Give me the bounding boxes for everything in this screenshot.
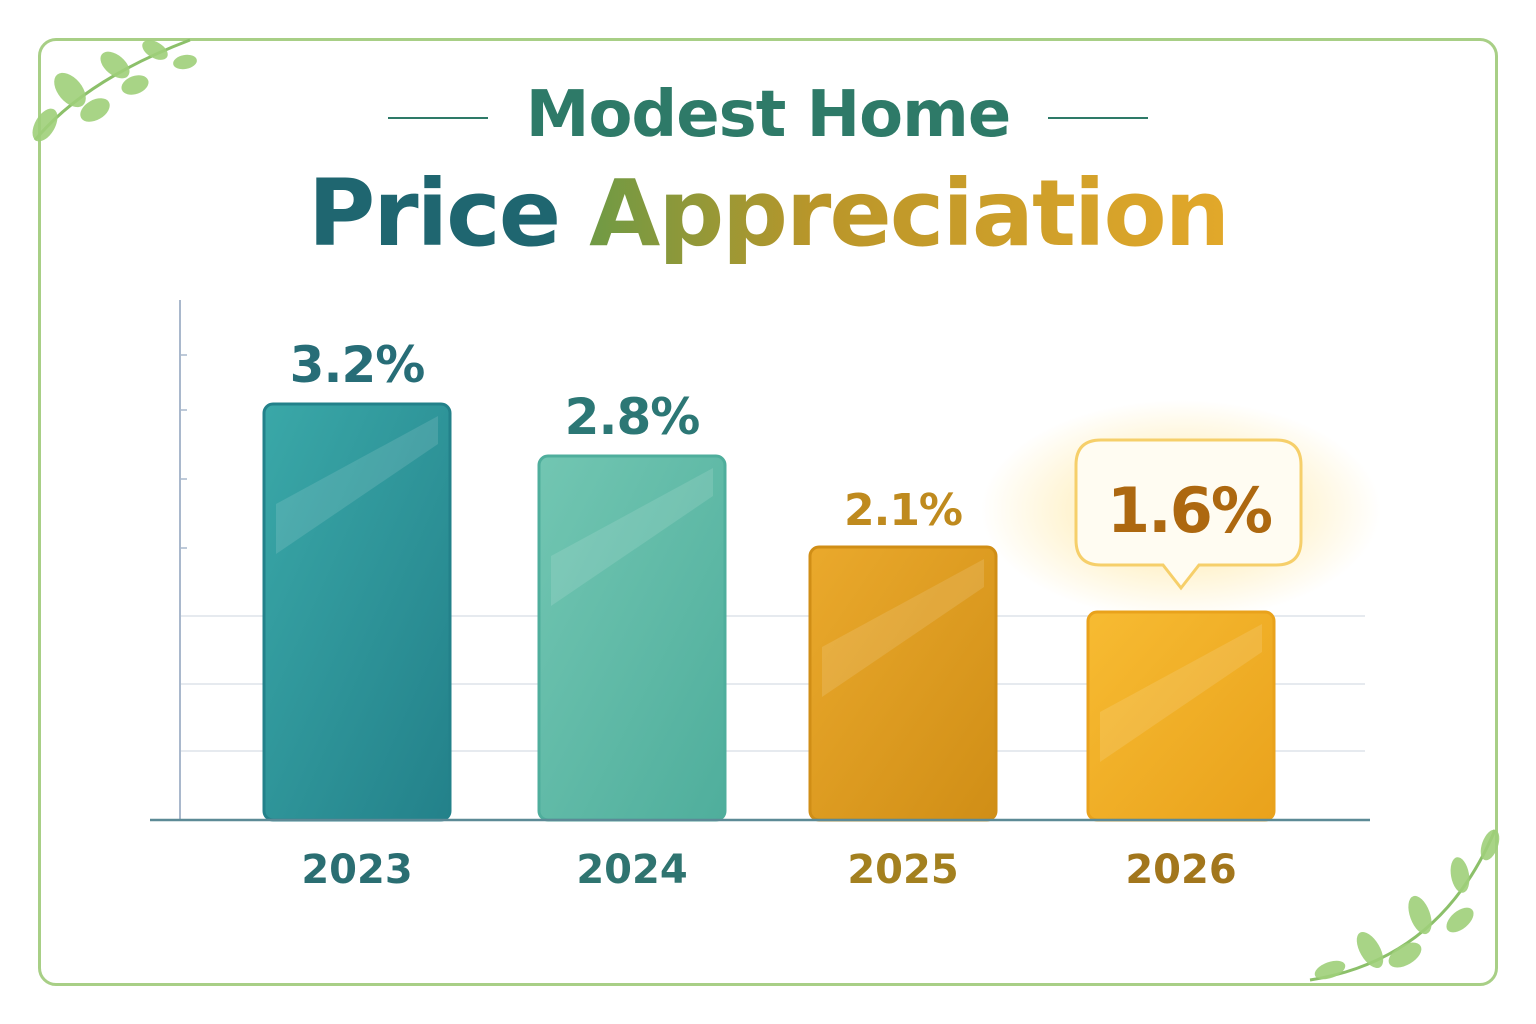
x-tick-label: 2024 bbox=[576, 847, 687, 893]
bar-sheen bbox=[551, 468, 713, 606]
bar-sheen bbox=[822, 559, 984, 697]
title-text-1: Modest Home bbox=[525, 78, 1011, 152]
data-label: 2.8% bbox=[565, 388, 700, 446]
title-line-2: Price Appreciation bbox=[0, 160, 1536, 267]
data-label: 3.2% bbox=[290, 336, 425, 394]
bar-sheen bbox=[1100, 624, 1262, 762]
x-tick-label: 2025 bbox=[847, 847, 958, 893]
leaf-sprig-bottom-right-icon bbox=[1309, 829, 1500, 982]
leaf-sprig-top-left-icon bbox=[32, 38, 197, 142]
highlight-callout bbox=[1074, 438, 1303, 591]
x-tick-label: 2023 bbox=[301, 847, 412, 893]
title-rule-left bbox=[387, 117, 488, 120]
title-rule-right bbox=[1048, 117, 1149, 120]
x-tick-label: 2026 bbox=[1125, 847, 1236, 893]
title-line-1: Modest Home bbox=[0, 78, 1536, 152]
title-price: Price bbox=[307, 160, 561, 267]
decorative-frame bbox=[38, 38, 1498, 986]
data-label: 1.6% bbox=[1107, 474, 1272, 547]
data-label: 2.1% bbox=[844, 485, 962, 536]
bar-sheen bbox=[276, 416, 438, 554]
bar-2024 bbox=[537, 454, 727, 822]
title-appreciation: Appreciation bbox=[589, 160, 1230, 267]
